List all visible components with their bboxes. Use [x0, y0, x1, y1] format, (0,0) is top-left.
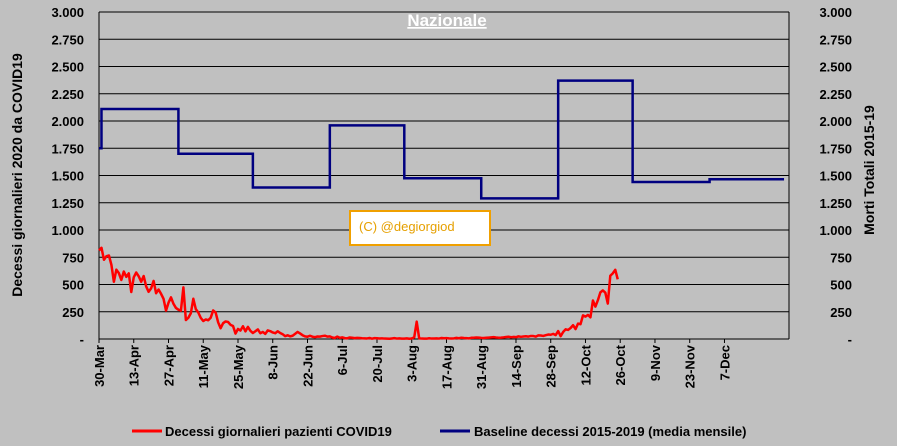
- right-tick-label: 2.000: [819, 114, 852, 129]
- right-tick-label: 750: [830, 250, 852, 265]
- left-tick-label: 1.750: [51, 141, 84, 156]
- watermark-text: (C) @degiorgiod: [359, 219, 455, 234]
- watermark: (C) @degiorgiod: [349, 210, 491, 246]
- x-tick-label: 11-May: [196, 344, 211, 388]
- series-line-baseline-deaths: [99, 79, 785, 200]
- left-tick-label: 1.500: [51, 169, 84, 184]
- x-tick-label: 9-Nov: [648, 344, 663, 381]
- right-tick-label: 3.000: [819, 5, 852, 20]
- left-tick-label: 1.250: [51, 196, 84, 211]
- right-tick-label: 1.000: [819, 223, 852, 238]
- x-tick-label: 23-Nov: [683, 344, 698, 388]
- x-tick-label: 26-Oct: [613, 344, 628, 385]
- x-tick-label: 25-May: [231, 344, 246, 389]
- x-tick-label: 30-Mar: [92, 345, 107, 387]
- x-tick-label: 17-Aug: [439, 345, 454, 389]
- x-tick-label: 22-Jun: [300, 345, 315, 387]
- series-layer: [98, 79, 785, 341]
- left-tick-label: 250: [62, 305, 84, 320]
- x-tick-label: 8-Jun: [266, 345, 281, 380]
- left-tick-label: 2.250: [51, 87, 84, 102]
- left-tick-label: -: [80, 332, 84, 347]
- legend-label-baseline: Baseline decessi 2015-2019 (media mensil…: [474, 424, 746, 439]
- x-tick-label: 27-Apr: [161, 345, 176, 386]
- series-line-covid-daily-deaths: [98, 246, 619, 341]
- right-tick-label: 2.500: [819, 60, 852, 75]
- x-tick-label: 12-Oct: [578, 344, 593, 385]
- left-tick-label: 1.000: [51, 223, 84, 238]
- left-tick-label: 3.000: [51, 5, 84, 20]
- right-tick-label: 500: [830, 278, 852, 293]
- left-tick-label: 2.500: [51, 60, 84, 75]
- right-tick-label: -: [848, 332, 852, 347]
- legend-label-covid: Decessi giornalieri pazienti COVID19: [165, 424, 392, 439]
- left-tick-label: 2.000: [51, 114, 84, 129]
- watermark-box: [349, 210, 491, 246]
- x-tick-label: 31-Aug: [474, 345, 489, 389]
- right-axis: - 250 500 750 1.000 1.250 1.500 1.750 2.000 2.250…: [788, 5, 852, 347]
- left-tick-label: 750: [62, 250, 84, 265]
- left-tick-label: 2.750: [51, 32, 84, 47]
- left-tick-label: 500: [62, 278, 84, 293]
- right-tick-label: 250: [830, 305, 852, 320]
- x-axis: 30-Mar 13-Apr 27-Apr 11-May 25-May 8-Jun 22-Ju…: [92, 338, 789, 389]
- left-axis-title: Decessi giornalieri 2020 da COVID19: [9, 53, 25, 297]
- x-tick-label: 14-Sep: [509, 345, 524, 388]
- right-tick-label: 1.750: [819, 141, 852, 156]
- x-tick-label: 13-Apr: [127, 345, 142, 386]
- left-axis: - 250 500 750 1.000 1.250 1.500 1.750 2.000 2.250…: [51, 5, 100, 347]
- right-axis-title: Morti Totali 2015-19: [861, 105, 877, 235]
- right-tick-label: 1.250: [819, 196, 852, 211]
- right-tick-label: 1.500: [819, 169, 852, 184]
- gridlines: [99, 11, 789, 313]
- x-tick-label: 3-Aug: [405, 345, 420, 382]
- chart-title: Nazionale: [407, 11, 486, 30]
- x-tick-label: 20-Jul: [370, 345, 385, 383]
- x-tick-label: 28-Sep: [544, 345, 559, 388]
- legend: Decessi giornalieri pazienti COVID19 Bas…: [132, 424, 746, 439]
- x-tick-label: 7-Dec: [717, 345, 732, 380]
- right-tick-label: 2.250: [819, 87, 852, 102]
- right-tick-label: 2.750: [819, 32, 852, 47]
- x-tick-label: 6-Jul: [335, 345, 350, 375]
